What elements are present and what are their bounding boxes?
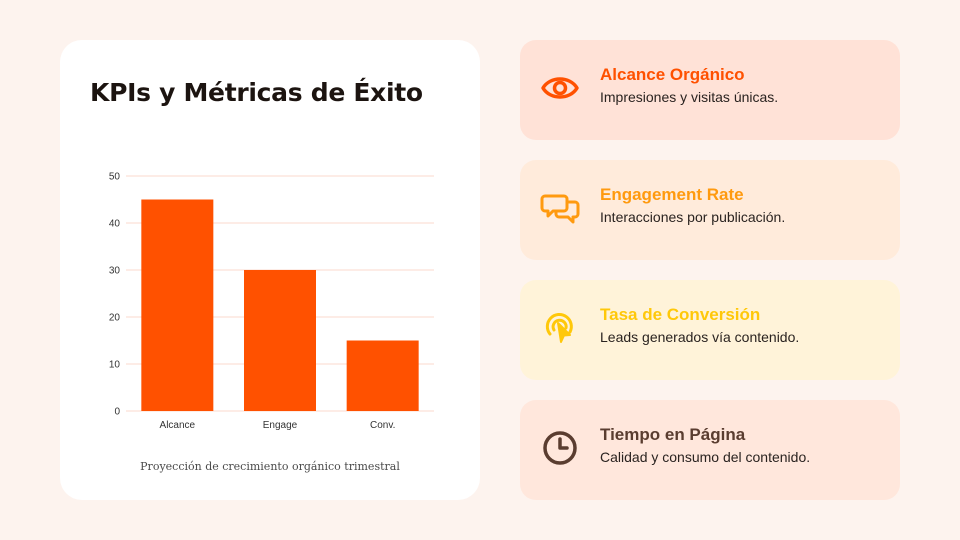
- eye-icon: [541, 77, 579, 99]
- kpi-description: Interacciones por publicación.: [600, 209, 786, 225]
- y-tick-label: 20: [109, 313, 121, 324]
- bar-1: [244, 270, 316, 411]
- kpi-title: Engagement Rate: [600, 185, 744, 204]
- bar-0: [141, 199, 214, 411]
- kpi-description: Impresiones y visitas únicas.: [600, 89, 779, 105]
- y-tick-label: 50: [109, 172, 121, 183]
- clock-icon: [543, 431, 577, 465]
- kpi-title: Alcance Orgánico: [600, 65, 745, 84]
- kpi-card-engagement: Engagement Rate Interacciones por public…: [520, 160, 900, 260]
- chart-caption: Proyección de crecimiento orgánico trime…: [140, 460, 400, 473]
- kpi-description: Calidad y consumo del contenido.: [600, 449, 811, 465]
- x-tick-label: Conv.: [370, 420, 395, 431]
- kpi-description: Leads generados vía contenido.: [600, 329, 800, 345]
- kpi-card-tiempo: Tiempo en Página Calidad y consumo del c…: [520, 400, 900, 500]
- page-title: KPIs y Métricas de Éxito: [90, 78, 423, 107]
- kpi-card-alcance: Alcance Orgánico Impresiones y visitas ú…: [520, 40, 900, 140]
- y-tick-label: 0: [114, 407, 120, 418]
- chat-bubbles-icon: [540, 194, 580, 224]
- kpi-title: Tasa de Conversión: [600, 305, 761, 324]
- bar-chart: 0 10 20 30 40 50 Alcance Engage Conv.: [109, 172, 434, 431]
- y-tick-label: 10: [109, 360, 121, 371]
- kpi-title: Tiempo en Página: [600, 425, 746, 444]
- y-tick-label: 30: [109, 266, 121, 277]
- pointer-click-icon: [545, 313, 573, 343]
- bar-2: [346, 340, 419, 411]
- x-tick-label: Alcance: [160, 420, 196, 431]
- x-tick-label: Engage: [263, 420, 298, 431]
- y-tick-label: 40: [109, 219, 121, 230]
- chart-card: KPIs y Métricas de Éxito 0 10 20 30 40 50 Alca…: [60, 40, 480, 500]
- kpi-card-conversion: Tasa de Conversión Leads generados vía c…: [520, 280, 900, 380]
